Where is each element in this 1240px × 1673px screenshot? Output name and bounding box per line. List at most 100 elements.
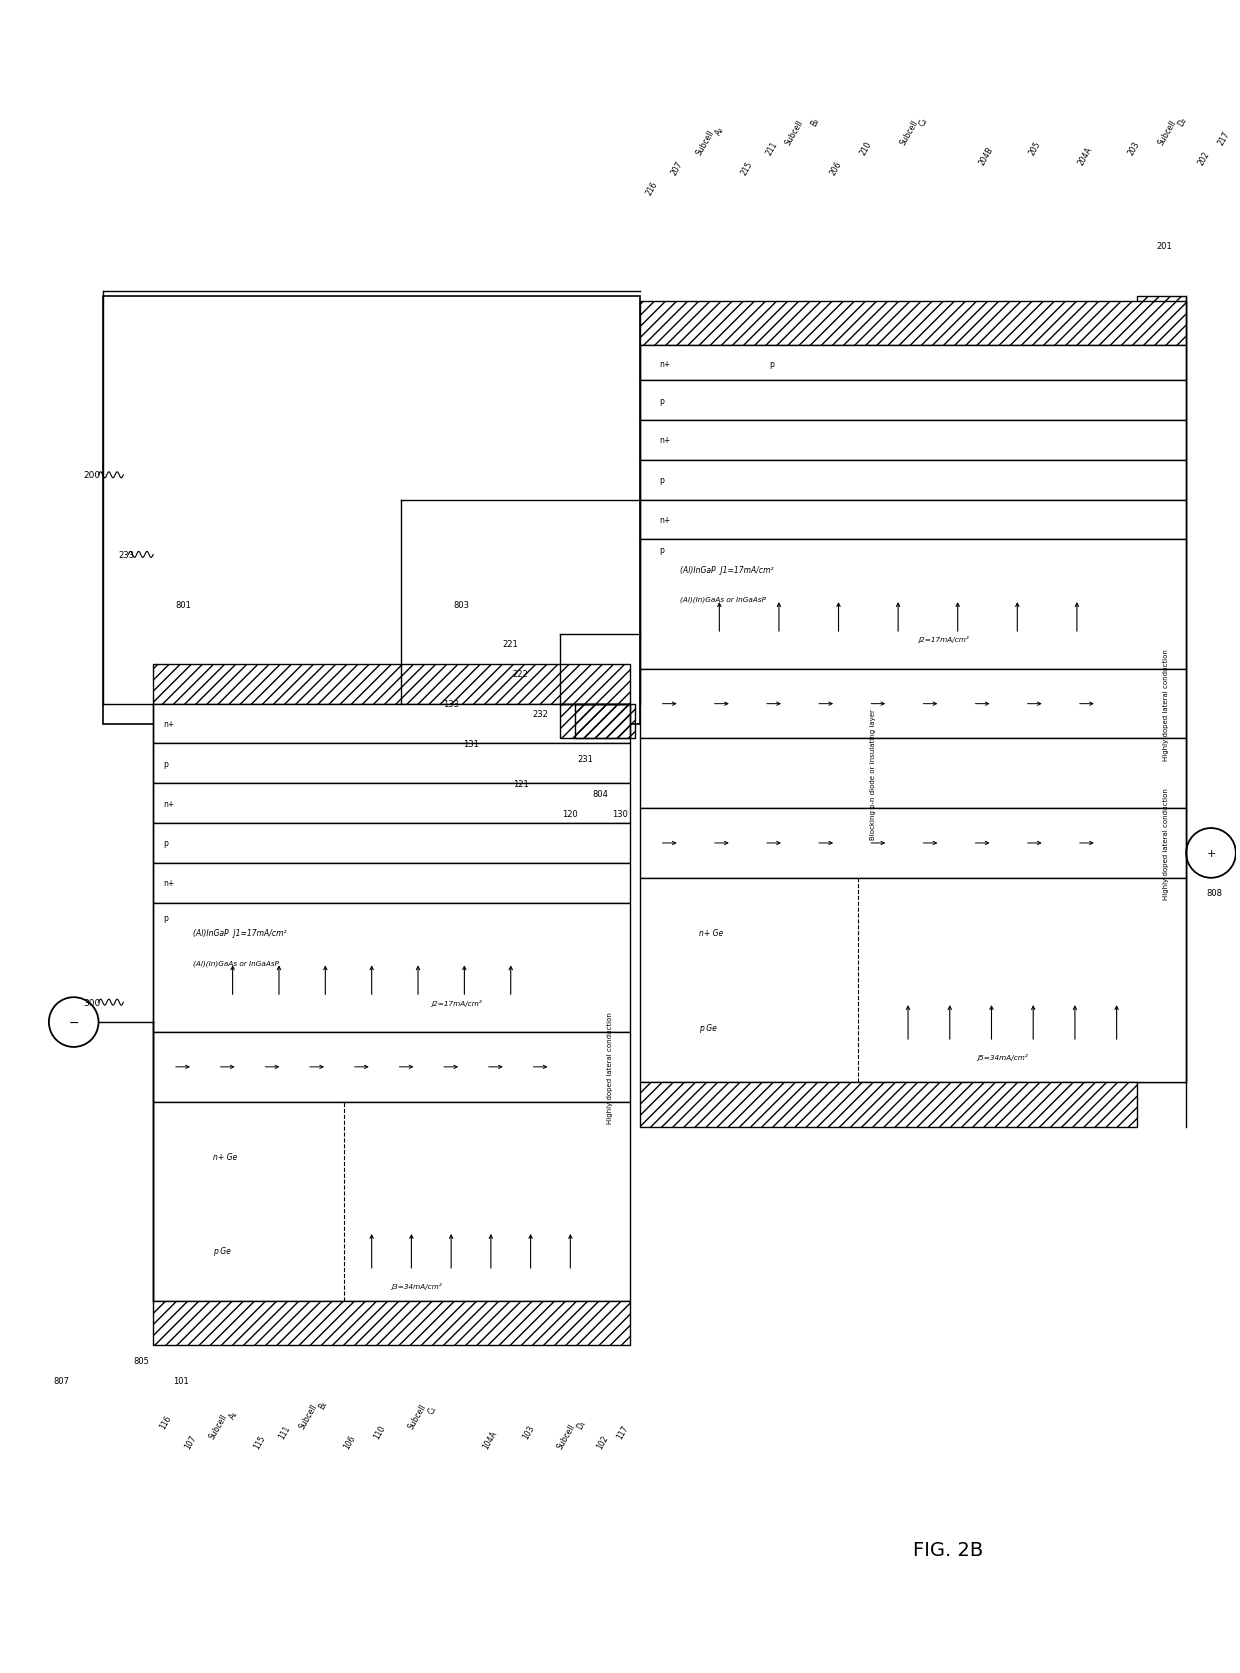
Bar	[575, 704, 635, 739]
Text: 211: 211	[764, 141, 779, 157]
Text: Subcell: Subcell	[407, 1402, 428, 1430]
Text: 120: 120	[563, 810, 578, 818]
Text: Subcell: Subcell	[298, 1402, 319, 1430]
Text: D₁: D₁	[575, 1419, 588, 1430]
Text: 222: 222	[513, 669, 528, 679]
Text: Subcell: Subcell	[1157, 119, 1178, 147]
Text: 215: 215	[739, 161, 754, 177]
Text: Highly doped lateral conduction: Highly doped lateral conduction	[1163, 788, 1169, 900]
Bar	[640, 1082, 1137, 1128]
Text: 217: 217	[1216, 130, 1231, 147]
Text: n+: n+	[660, 360, 671, 368]
Text: 803: 803	[453, 601, 469, 609]
Text: −: −	[68, 1016, 79, 1029]
Text: 107: 107	[184, 1434, 198, 1450]
Bar	[154, 823, 630, 863]
Text: 133: 133	[443, 699, 459, 709]
Text: 103: 103	[521, 1424, 536, 1440]
Text: 216: 216	[645, 181, 660, 197]
Text: 101: 101	[174, 1375, 188, 1385]
Text: 201: 201	[1157, 243, 1172, 251]
Bar	[154, 1032, 630, 1103]
Text: C₁: C₁	[427, 1404, 438, 1415]
Bar	[154, 704, 630, 744]
Text: +: +	[1207, 848, 1215, 858]
Text: 110: 110	[372, 1424, 387, 1440]
Text: 210: 210	[858, 141, 873, 157]
Text: B₂: B₂	[808, 115, 821, 127]
Bar	[640, 878, 1187, 1082]
Text: n+: n+	[660, 437, 671, 445]
Text: J2=17mA/cm²: J2=17mA/cm²	[918, 636, 968, 642]
Text: p: p	[660, 397, 665, 405]
Text: 232: 232	[533, 709, 548, 719]
Bar	[640, 460, 1187, 500]
Text: 121: 121	[513, 780, 528, 788]
Text: Subcell: Subcell	[694, 129, 717, 157]
Text: 200: 200	[83, 472, 100, 480]
Bar	[154, 903, 630, 1032]
Bar	[560, 704, 630, 739]
Text: Highly doped lateral conduction: Highly doped lateral conduction	[1163, 649, 1169, 760]
Text: 203: 203	[1127, 141, 1142, 157]
Text: 102: 102	[595, 1434, 610, 1450]
Text: J3=34mA/cm²: J3=34mA/cm²	[392, 1283, 443, 1290]
Text: 807: 807	[53, 1375, 69, 1385]
Text: p: p	[660, 477, 665, 485]
Bar	[154, 664, 630, 704]
Text: 801: 801	[175, 601, 191, 609]
Text: Subcell: Subcell	[898, 119, 920, 147]
Text: 115: 115	[253, 1434, 268, 1450]
Text: 206: 206	[828, 161, 843, 177]
Bar	[640, 301, 1187, 346]
Text: 207: 207	[670, 161, 684, 177]
Text: 131: 131	[463, 739, 479, 748]
Text: 104A: 104A	[481, 1429, 498, 1450]
Text: Subcell: Subcell	[208, 1412, 229, 1440]
Text: (Al)(In)GaAs or InGaAsP: (Al)(In)GaAs or InGaAsP	[680, 597, 765, 602]
Bar	[154, 1103, 630, 1302]
Text: B₁: B₁	[317, 1399, 329, 1410]
Bar	[640, 808, 1187, 878]
Text: 204A: 204A	[1076, 146, 1095, 167]
Text: FIG. 2B: FIG. 2B	[913, 1541, 983, 1559]
Text: Highly doped lateral conduction: Highly doped lateral conduction	[608, 1010, 613, 1123]
Text: 130: 130	[613, 810, 627, 818]
Bar	[640, 346, 1187, 381]
Text: p Ge: p Ge	[213, 1246, 231, 1256]
Text: n+ Ge: n+ Ge	[213, 1153, 237, 1161]
Bar	[1137, 296, 1187, 1082]
Text: 233: 233	[118, 550, 134, 559]
Text: 204B: 204B	[977, 146, 996, 167]
Bar	[640, 739, 1187, 808]
Bar	[640, 669, 1187, 739]
Bar	[154, 1302, 630, 1345]
Text: 106: 106	[342, 1434, 357, 1450]
Text: 202: 202	[1197, 151, 1211, 167]
Bar	[154, 744, 630, 783]
Text: 116: 116	[159, 1414, 174, 1430]
Text: A₁: A₁	[228, 1409, 239, 1420]
Bar	[103, 296, 640, 724]
Text: C₂: C₂	[918, 115, 930, 127]
Bar	[640, 500, 1187, 540]
Text: 205: 205	[1027, 141, 1043, 157]
Text: A₂: A₂	[714, 125, 727, 137]
Text: 805: 805	[133, 1357, 149, 1365]
Bar	[640, 381, 1187, 422]
Text: 808: 808	[1207, 888, 1223, 898]
Text: p: p	[164, 838, 167, 848]
Text: J5=34mA/cm²: J5=34mA/cm²	[977, 1054, 1028, 1061]
Text: (Al)(In)GaAs or InGaAsP: (Al)(In)GaAs or InGaAsP	[193, 960, 279, 965]
Text: n+ Ge: n+ Ge	[699, 929, 724, 937]
Text: 117: 117	[615, 1424, 630, 1440]
Text: n+: n+	[164, 878, 175, 888]
Bar	[154, 863, 630, 903]
Text: 221: 221	[503, 641, 518, 649]
Text: Blocking p-n diode or insulating layer: Blocking p-n diode or insulating layer	[870, 708, 877, 840]
Text: n+: n+	[164, 719, 175, 729]
Text: p: p	[164, 760, 167, 768]
Text: (Al)InGaP  J1=17mA/cm²: (Al)InGaP J1=17mA/cm²	[193, 929, 286, 937]
Text: p: p	[660, 545, 665, 555]
Text: D₂: D₂	[1177, 115, 1188, 127]
